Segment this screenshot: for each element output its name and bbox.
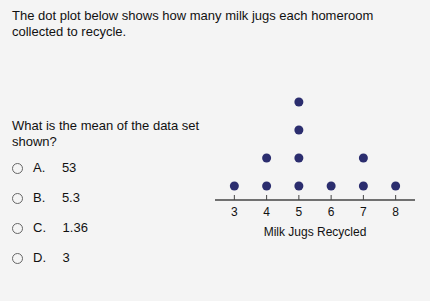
x-tick: [363, 195, 364, 200]
x-tick: [266, 195, 267, 200]
x-tick: [298, 195, 299, 200]
question: What is the mean of the data set shown?: [12, 118, 202, 150]
x-tick-label: 7: [360, 205, 367, 219]
dot: [294, 182, 303, 191]
radio-button: [12, 193, 23, 204]
x-axis: [215, 199, 415, 201]
dot: [262, 182, 271, 191]
radio-button: [12, 223, 23, 234]
x-tick-label: 8: [392, 205, 399, 219]
x-axis-label: Milk Jugs Recycled: [264, 225, 367, 239]
dot: [391, 182, 400, 191]
chart: 3 4 5 6 7 8 Milk Jugs Recycled: [205, 52, 425, 262]
dot: [262, 154, 271, 163]
dot: [327, 182, 336, 191]
x-tick: [395, 195, 396, 200]
radio-button: [12, 253, 23, 264]
radio-button: [12, 163, 23, 174]
choice-text: C. 1.36: [33, 220, 88, 236]
choice-text: D. 3: [33, 250, 70, 266]
title: The dot plot below shows how many milk j…: [12, 8, 418, 40]
dot: [294, 154, 303, 163]
choice-text: B. 5.3: [33, 190, 80, 206]
x-tick-label: 6: [328, 205, 335, 219]
x-tick: [234, 195, 235, 200]
x-tick: [331, 195, 332, 200]
dot: [294, 98, 303, 107]
x-tick-label: 5: [296, 205, 303, 219]
choice: C. 1.36: [12, 220, 88, 236]
choice: B. 5.3: [12, 190, 80, 206]
x-tick-label: 3: [231, 205, 238, 219]
dot: [230, 182, 239, 191]
choice-text: A. 53: [33, 160, 76, 176]
dot: [294, 126, 303, 135]
dots: [230, 98, 400, 191]
dot: [359, 154, 368, 163]
choice: D. 3: [12, 250, 70, 266]
x-tick-label: 4: [263, 205, 270, 219]
choice: A. 53: [12, 160, 76, 176]
dot: [359, 182, 368, 191]
